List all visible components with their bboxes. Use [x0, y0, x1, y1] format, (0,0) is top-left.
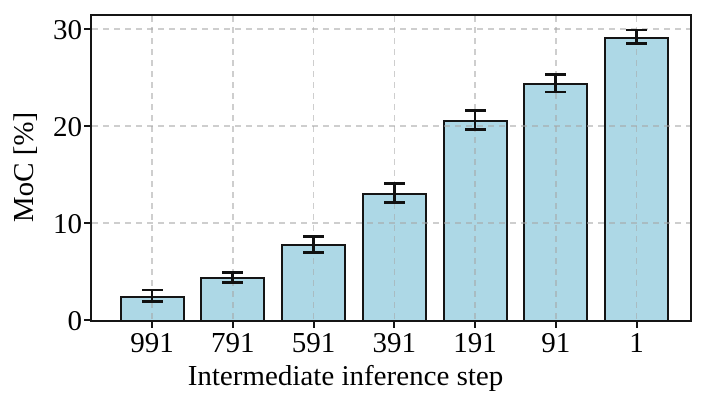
error-bar-cap [141, 300, 163, 303]
vertical-gridline [151, 16, 153, 320]
x-tick [151, 322, 153, 328]
x-tick-label: 191 [453, 327, 497, 359]
horizontal-gridline [92, 28, 690, 30]
error-bar [150, 289, 154, 302]
x-tick [635, 322, 638, 328]
error-bar-cap [545, 90, 567, 94]
error-bar-cap [303, 250, 324, 254]
y-tick-label: 30 [53, 14, 82, 46]
vertical-gridline [474, 16, 476, 320]
x-tick [554, 322, 557, 328]
x-tick-label: 91 [541, 327, 571, 359]
x-tick-label: 391 [372, 327, 417, 359]
error-bar [554, 74, 558, 93]
x-tick-label: 791 [211, 327, 255, 359]
vertical-gridline [393, 16, 395, 320]
error-bar [312, 236, 315, 253]
error-bar-cap [626, 42, 647, 45]
error-bar-cap [383, 201, 405, 205]
error-bar-cap [383, 181, 405, 185]
x-tick [231, 322, 234, 328]
horizontal-gridline [92, 222, 690, 224]
error-bar-cap [545, 73, 567, 76]
x-tick [474, 322, 476, 328]
y-tick-label: 10 [53, 208, 82, 240]
x-tick-label: 991 [130, 327, 174, 359]
error-bar-cap [222, 280, 244, 284]
error-bar-cap [141, 288, 163, 292]
y-tick [84, 222, 90, 224]
x-tick-label: 591 [291, 327, 336, 359]
error-bar-cap [222, 271, 244, 274]
vertical-gridline [232, 16, 234, 320]
error-bar-cap [626, 28, 647, 32]
y-tick-label: 20 [53, 111, 82, 143]
y-tick [84, 125, 90, 127]
plot-area [90, 14, 692, 322]
error-bar-cap [303, 235, 324, 238]
x-tick [393, 322, 396, 328]
error-bar-cap [464, 109, 486, 112]
vertical-gridline [555, 16, 557, 320]
vertical-gridline [635, 16, 638, 320]
error-bar-cap [464, 128, 486, 132]
x-tick-label: 1 [629, 327, 644, 359]
vertical-gridline [312, 16, 315, 320]
y-tick-label: 0 [67, 305, 83, 337]
error-bar [635, 29, 638, 44]
y-tick [84, 319, 90, 321]
error-bar [473, 110, 477, 130]
error-bar [231, 272, 235, 283]
horizontal-gridline [92, 125, 690, 127]
error-bar [392, 183, 396, 203]
x-axis-label: Intermediate inference step [187, 360, 504, 392]
y-tick [84, 28, 90, 30]
x-tick [312, 322, 315, 328]
